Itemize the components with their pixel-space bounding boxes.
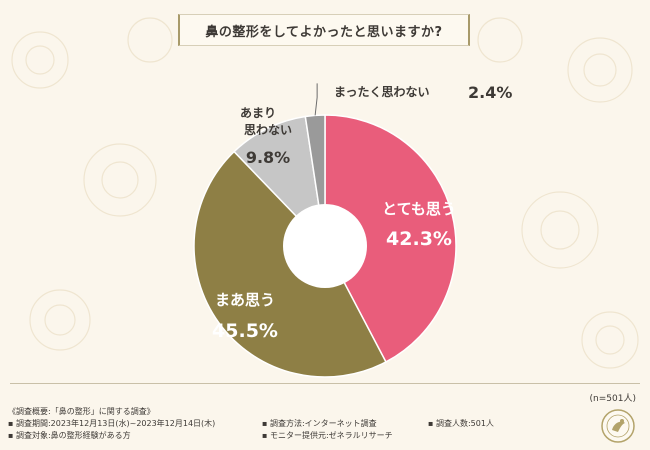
notes-heading: 《調査概要:「鼻の整形」に関する調査》 bbox=[8, 407, 155, 416]
value-not-at-all: 2.4% bbox=[468, 83, 512, 102]
label-somewhat: まあ思う bbox=[215, 291, 275, 309]
survey-notes: 《調査概要:「鼻の整形」に関する調査》 ▪ 調査期間:2023年12月13日(水… bbox=[8, 406, 598, 442]
notes-target: ▪ 調査対象:鼻の整形経験がある方 bbox=[8, 431, 131, 440]
notes-method: ▪ 調査方法:インターネット調査 bbox=[262, 419, 377, 428]
sample-size-label: (n=501人) bbox=[589, 394, 636, 404]
seal-logo-icon bbox=[601, 409, 635, 443]
leader-line-not-at-all bbox=[314, 83, 318, 116]
slice-very bbox=[324, 114, 457, 363]
value-very: 42.3% bbox=[386, 228, 452, 250]
pie-center-hole bbox=[283, 204, 367, 288]
chart-title-text: 鼻の整形をしてよかったと思いますか? bbox=[205, 24, 443, 40]
label-very: とても思う bbox=[382, 200, 456, 218]
notes-provider: ▪ モニター提供元:ゼネラルリサーチ bbox=[262, 431, 393, 440]
label-not-at-all: まったく思わない bbox=[334, 85, 430, 99]
value-somewhat: 45.5% bbox=[212, 320, 278, 342]
footer-divider bbox=[10, 383, 640, 384]
label-not-much-line1: あまり bbox=[240, 106, 276, 120]
value-not-much: 9.8% bbox=[246, 148, 290, 167]
chart-title: 鼻の整形をしてよかったと思いますか? bbox=[178, 14, 470, 46]
notes-respondents: ▪ 調査人数:501人 bbox=[428, 419, 494, 428]
label-not-much-line2: 思わない bbox=[244, 123, 292, 137]
notes-period: ▪ 調査期間:2023年12月13日(水)~2023年12月14日(木) bbox=[8, 419, 216, 428]
